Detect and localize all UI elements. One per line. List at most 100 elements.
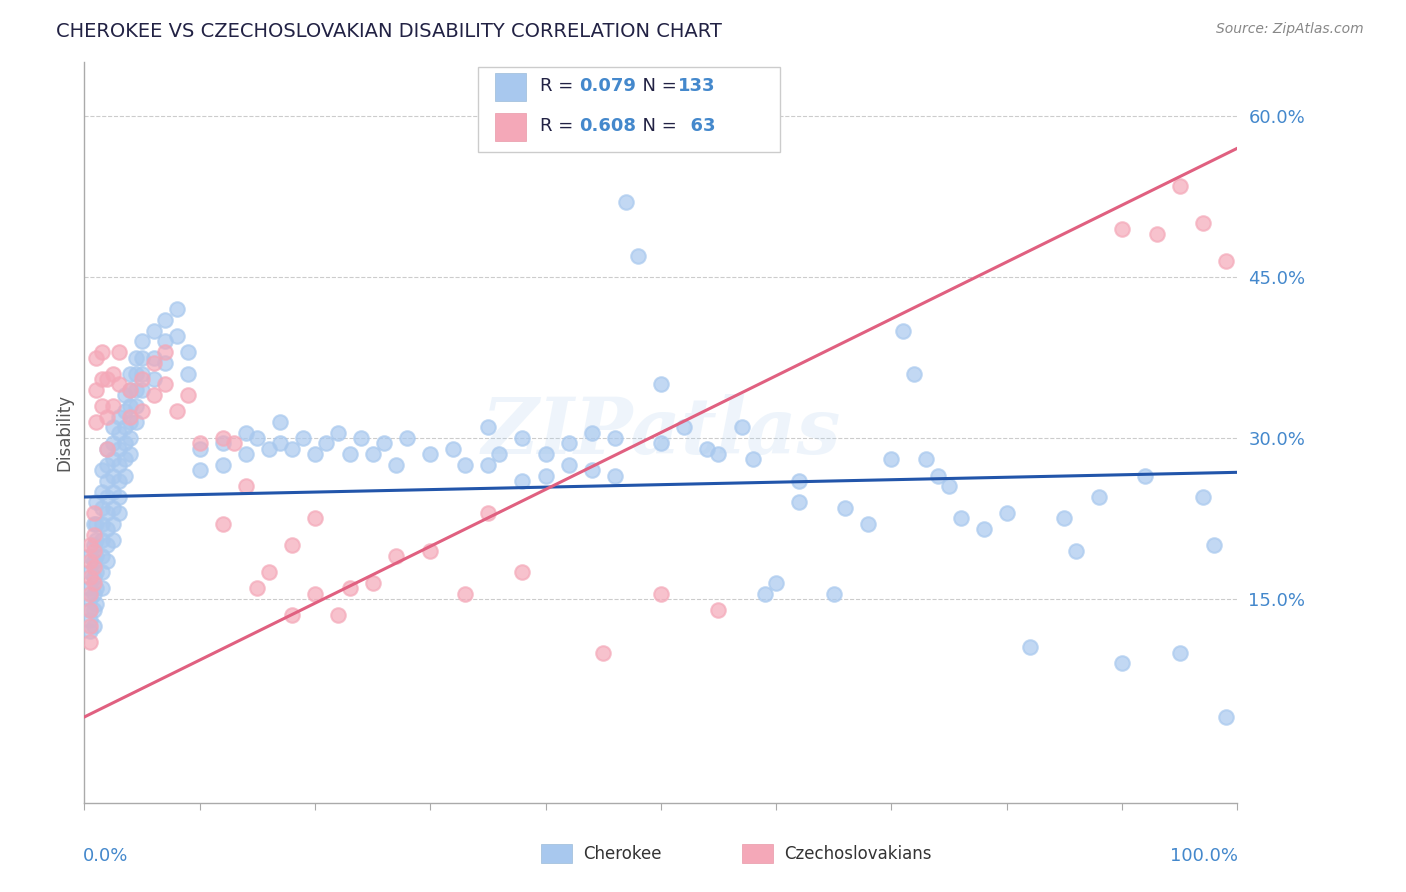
Point <box>1215 254 1237 268</box>
Point <box>83 602 105 616</box>
Point <box>614 194 637 209</box>
Point <box>304 511 326 525</box>
Point <box>114 436 136 450</box>
Point <box>131 367 153 381</box>
Point <box>361 575 384 590</box>
Point <box>454 458 477 472</box>
Point <box>120 415 142 429</box>
Point <box>108 506 131 520</box>
Point <box>730 420 752 434</box>
Point <box>103 420 124 434</box>
Point <box>79 602 101 616</box>
Point <box>880 452 903 467</box>
Text: N =: N = <box>631 117 683 135</box>
Point <box>419 543 441 558</box>
Point <box>114 388 136 402</box>
Point <box>512 431 534 445</box>
Point <box>96 554 118 568</box>
Point <box>995 506 1018 520</box>
Point <box>384 549 406 563</box>
Point <box>83 516 105 531</box>
Point <box>114 404 136 418</box>
Point <box>927 468 949 483</box>
Point <box>96 522 118 536</box>
Point <box>211 436 233 450</box>
Point <box>108 490 131 504</box>
Point <box>79 549 101 563</box>
Point <box>339 581 361 595</box>
Point <box>90 500 112 515</box>
Point <box>120 383 142 397</box>
Point <box>79 614 101 628</box>
Point <box>79 554 101 568</box>
Point <box>315 436 337 450</box>
Point <box>672 420 695 434</box>
Point <box>1133 468 1156 483</box>
Point <box>83 619 105 633</box>
Point <box>177 345 200 359</box>
Point <box>83 527 105 541</box>
Point <box>90 533 112 547</box>
Point <box>177 367 200 381</box>
Text: Cherokee: Cherokee <box>583 845 662 863</box>
Point <box>142 372 165 386</box>
Point <box>269 415 291 429</box>
Point <box>281 442 304 456</box>
Point <box>477 420 499 434</box>
Point <box>96 490 118 504</box>
Point <box>114 452 136 467</box>
Point <box>83 575 105 590</box>
Point <box>84 495 107 509</box>
Point <box>79 602 101 616</box>
Point <box>235 425 257 440</box>
Point <box>512 565 534 579</box>
Point <box>83 554 105 568</box>
Point <box>1018 640 1040 655</box>
Point <box>1053 511 1076 525</box>
Point <box>131 351 153 365</box>
Point <box>108 442 131 456</box>
Point <box>84 383 107 397</box>
Point <box>339 447 361 461</box>
Text: 63: 63 <box>678 117 716 135</box>
Point <box>79 570 101 584</box>
Point <box>269 436 291 450</box>
Point <box>696 442 718 456</box>
Point <box>120 409 142 424</box>
Point <box>83 538 105 552</box>
Point <box>84 415 107 429</box>
Point <box>96 458 118 472</box>
Point <box>477 506 499 520</box>
Point <box>103 436 124 450</box>
Point <box>125 415 148 429</box>
Text: R =: R = <box>540 117 579 135</box>
Point <box>373 436 395 450</box>
Text: 0.079: 0.079 <box>579 78 636 95</box>
Point <box>96 538 118 552</box>
Point <box>103 484 124 499</box>
Point <box>108 377 131 392</box>
Point <box>131 383 153 397</box>
Point <box>103 516 124 531</box>
Point <box>120 431 142 445</box>
Point <box>650 377 672 392</box>
Point <box>103 367 124 381</box>
Point <box>742 452 765 467</box>
Point <box>83 570 105 584</box>
Point <box>384 458 406 472</box>
Point <box>90 565 112 579</box>
Point <box>361 447 384 461</box>
Point <box>627 249 650 263</box>
Point <box>1146 227 1168 241</box>
Point <box>120 367 142 381</box>
Point <box>534 447 557 461</box>
Point <box>96 442 118 456</box>
Point <box>103 500 124 515</box>
Point <box>90 581 112 595</box>
Point <box>281 607 304 622</box>
Point <box>153 313 176 327</box>
Point <box>79 565 101 579</box>
Text: N =: N = <box>631 78 683 95</box>
Point <box>125 351 148 365</box>
Point <box>787 474 810 488</box>
